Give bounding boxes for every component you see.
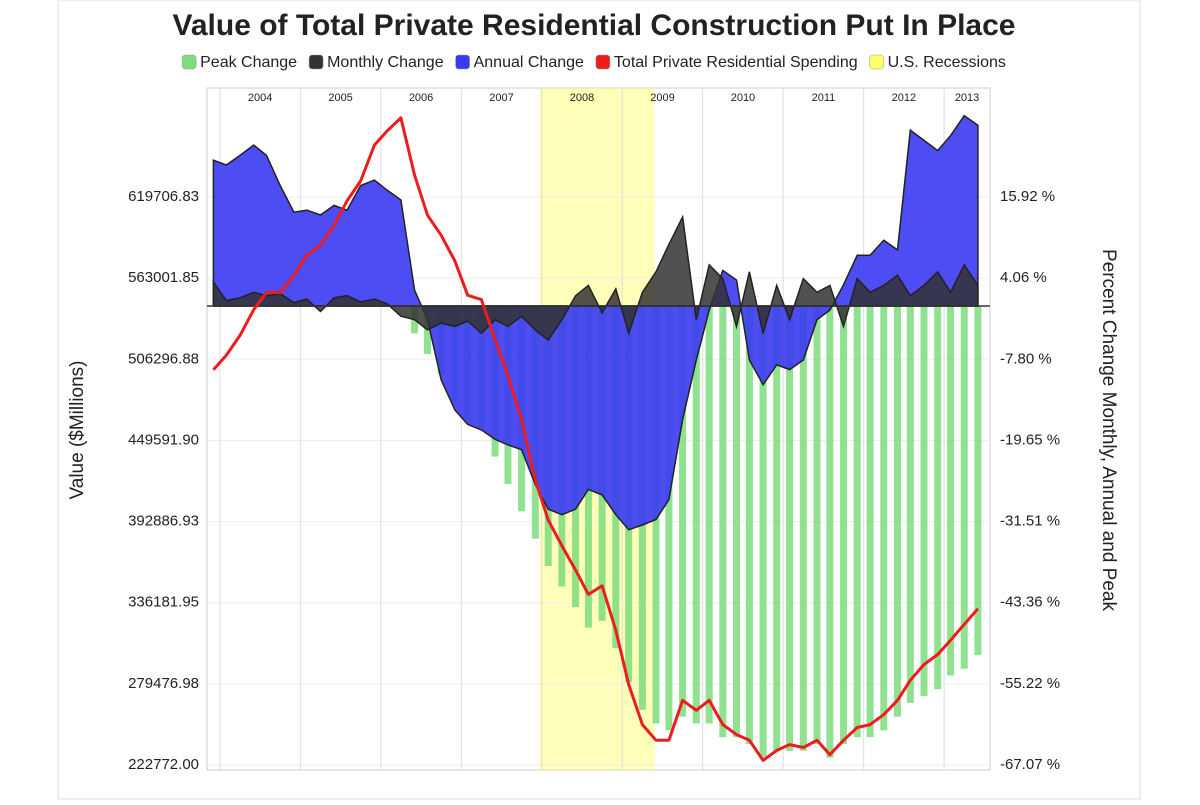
x-tick-label: 2005 bbox=[328, 92, 352, 104]
y-tick-label: 619706.83 bbox=[128, 188, 199, 205]
y-tick-label: 222772.00 bbox=[128, 756, 199, 773]
y2-tick-label: 4.06 % bbox=[1000, 269, 1047, 286]
legend-swatch bbox=[181, 54, 197, 70]
bar bbox=[947, 305, 955, 676]
bar bbox=[679, 305, 687, 717]
x-tick-label: 2006 bbox=[409, 92, 433, 104]
bar bbox=[893, 305, 901, 717]
y2-tick-label: -31.51 % bbox=[1000, 513, 1060, 530]
x-tick-label: 2007 bbox=[489, 92, 513, 104]
bar bbox=[826, 305, 834, 758]
bar bbox=[866, 305, 874, 738]
x-tick-label: 2008 bbox=[570, 92, 594, 104]
x-tick-label: 2004 bbox=[248, 92, 272, 104]
y-tick-label: 279476.98 bbox=[128, 675, 199, 692]
y-tick-label: 336181.95 bbox=[128, 594, 199, 611]
y-tick-label: 392886.93 bbox=[128, 513, 199, 530]
x-tick-label: 2011 bbox=[812, 92, 836, 104]
x-tick-label: 2012 bbox=[892, 92, 916, 104]
bar bbox=[719, 305, 727, 738]
y-tick-label: 563001.85 bbox=[128, 269, 199, 286]
bar bbox=[692, 305, 700, 724]
bar bbox=[880, 305, 888, 731]
frame bbox=[57, 0, 1141, 800]
y2-tick-label: -67.07 % bbox=[1000, 756, 1060, 773]
chart-title: Value of Total Private Residential Const… bbox=[173, 9, 1016, 42]
y-axis-title: Value ($Millions) bbox=[67, 360, 88, 499]
legend-swatch bbox=[455, 54, 470, 70]
legend-swatch bbox=[308, 54, 324, 70]
legend-label: Annual Change bbox=[474, 54, 584, 71]
y-tick-label: 449591.90 bbox=[128, 431, 199, 448]
bar bbox=[840, 305, 848, 744]
bar bbox=[906, 305, 914, 703]
legend-label: Peak Change bbox=[200, 54, 297, 71]
bar bbox=[705, 305, 713, 724]
bar bbox=[813, 305, 821, 744]
y2-tick-label: -7.80 % bbox=[1000, 350, 1052, 367]
x-tick-label: 2009 bbox=[650, 92, 674, 104]
bar bbox=[759, 305, 767, 758]
y2-tick-label: -19.65 % bbox=[1000, 431, 1060, 448]
bar bbox=[799, 305, 807, 751]
bar bbox=[786, 305, 794, 751]
legend-label: U.S. Recessions bbox=[888, 54, 1006, 71]
bar bbox=[745, 305, 753, 744]
legend-label: Total Private Residential Spending bbox=[614, 54, 858, 71]
line bbox=[212, 116, 980, 762]
bar bbox=[934, 305, 942, 690]
x-tick-label: 2013 bbox=[955, 92, 979, 104]
bar bbox=[974, 305, 982, 656]
bar bbox=[920, 305, 928, 697]
bar bbox=[960, 305, 968, 669]
legend: Peak Change Monthly Change Annual Change To… bbox=[181, 54, 1006, 71]
x-tick-label: 2010 bbox=[731, 92, 755, 104]
area bbox=[212, 114, 979, 531]
bar bbox=[733, 305, 741, 738]
y2-axis-title: Percent Change Monthly, Annual and Peak bbox=[1098, 249, 1119, 611]
y-tick-label: 506296.88 bbox=[128, 350, 199, 367]
y2-tick-label: -55.22 % bbox=[1000, 675, 1060, 692]
plot-area bbox=[206, 87, 991, 771]
legend-swatch bbox=[595, 54, 611, 70]
legend-swatch bbox=[869, 54, 884, 70]
y2-tick-label: 15.92 % bbox=[1000, 188, 1055, 205]
bar bbox=[773, 305, 781, 751]
bar bbox=[665, 305, 673, 731]
legend-label: Monthly Change bbox=[327, 54, 444, 71]
bar bbox=[853, 305, 861, 738]
area bbox=[212, 214, 979, 342]
y2-tick-label: -43.36 % bbox=[1000, 594, 1060, 611]
